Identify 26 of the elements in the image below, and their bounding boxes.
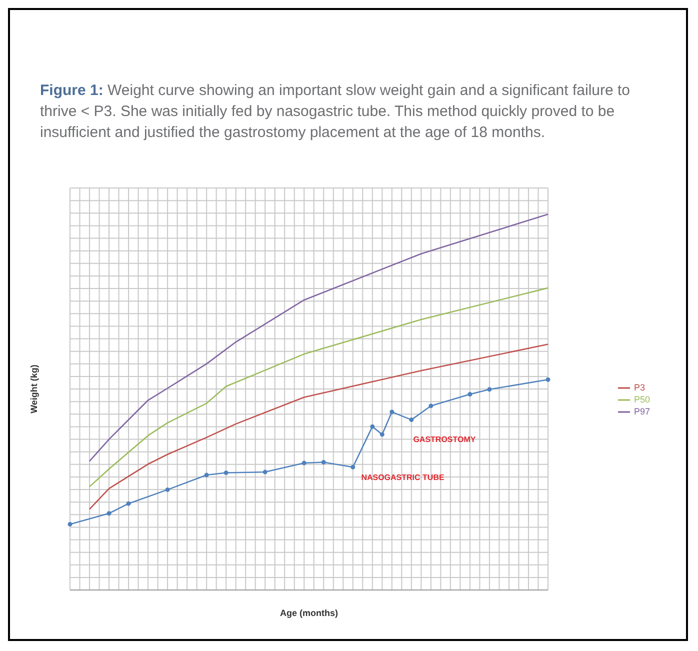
point: [321, 460, 326, 465]
legend-label: P3: [634, 382, 645, 392]
point: [68, 522, 72, 526]
y-axis-title: Weight (kg): [29, 364, 40, 414]
point: [390, 410, 394, 414]
point: [302, 460, 306, 466]
chart-title: Figure 1: Weight curve showing an important slow weight gain and a significant failure to thrive < P3. She was initially fed by nasogastric tube. This method quickly proved to be insufficient and justified the gastrostomy placement at the age of 18 months.: [40, 82, 630, 141]
annotation: GASTROSTOMY: [413, 435, 476, 444]
point: [409, 418, 414, 422]
point: [126, 501, 131, 506]
point: [468, 392, 472, 397]
legend-label: P97: [634, 406, 650, 416]
point: [262, 470, 268, 474]
point: [428, 404, 434, 408]
legend-label: P50: [634, 394, 650, 404]
point: [487, 387, 492, 392]
point: [380, 432, 384, 437]
point: [546, 377, 550, 382]
annotation: NASOGASTRIC TUBE: [361, 473, 444, 482]
point: [106, 511, 112, 516]
x-axis-title: Age (months): [280, 608, 338, 618]
point: [165, 487, 170, 492]
point: [224, 470, 228, 476]
point: [204, 472, 209, 478]
point: [370, 424, 375, 429]
point: [350, 464, 356, 470]
